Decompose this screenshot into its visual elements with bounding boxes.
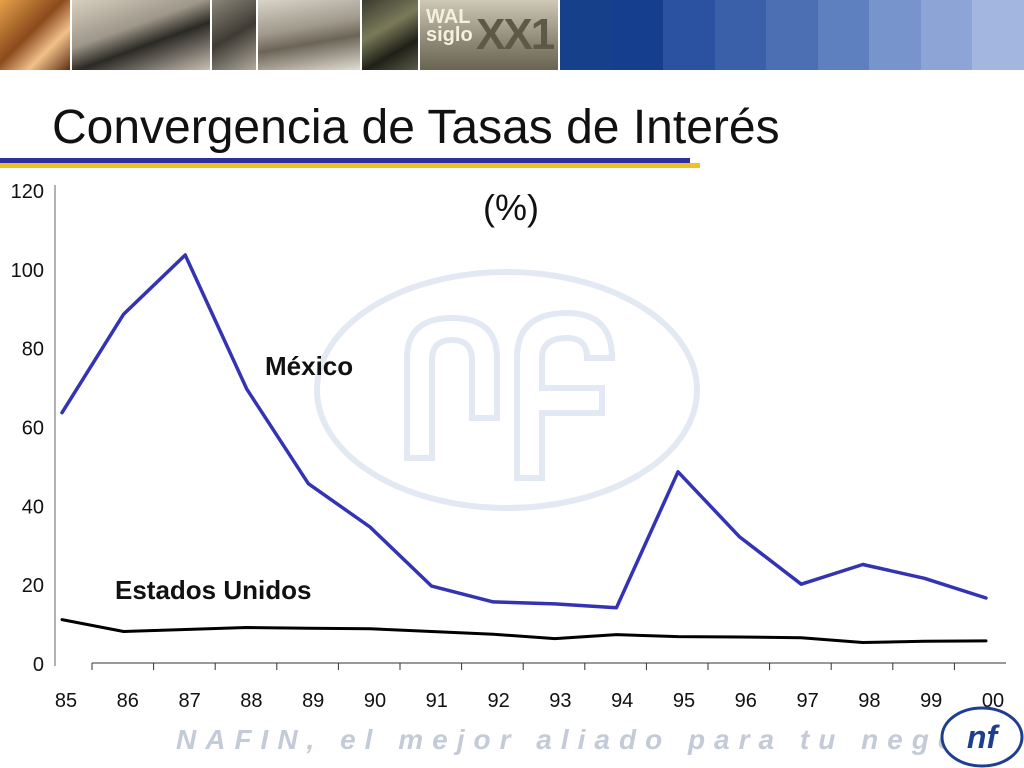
- header-logo-xx1: XX1: [476, 10, 555, 59]
- x-tick-label: 95: [673, 690, 695, 712]
- x-tick-label: 97: [796, 690, 818, 712]
- header-blue-block: [611, 0, 664, 70]
- y-tick-label: 40: [22, 496, 44, 518]
- x-tick-label: 90: [364, 690, 386, 712]
- header-blue-block: [869, 0, 921, 70]
- chart-title: (%): [483, 187, 539, 228]
- x-tick-label: 94: [611, 690, 633, 712]
- header-photo-woman: [0, 0, 72, 70]
- series-line-mexico: [60, 253, 988, 610]
- header-blue-block: [663, 0, 715, 70]
- x-tick-label: 92: [487, 690, 509, 712]
- nafin-watermark-logo: [314, 269, 700, 511]
- x-tick-label: 99: [920, 690, 942, 712]
- chart-series-layer: [60, 253, 988, 644]
- x-tick-label: 88: [240, 690, 262, 712]
- series-label-mexico: México: [265, 351, 353, 381]
- y-tick-label: 20: [22, 575, 44, 597]
- nafin-footer-logo: nf: [940, 706, 1024, 768]
- header-photo-wall-logo: WAL siglo XX1: [420, 0, 560, 70]
- header-logo-text: WAL siglo: [426, 6, 473, 46]
- x-tick-label: 86: [117, 690, 139, 712]
- header-blue-block: [560, 0, 612, 70]
- title-underline-gold: [0, 163, 700, 168]
- x-tick-label: 00: [982, 690, 1004, 712]
- header-photo-strip: WAL siglo XX1: [0, 0, 560, 70]
- x-tick-label: 96: [735, 690, 757, 712]
- series-label-estados-unidos: Estados Unidos: [115, 575, 311, 605]
- header-blue-block: [817, 0, 870, 70]
- series-line-estados-unidos: [60, 618, 988, 644]
- chart-axes: 0 20 40 60 80 100 120 85 86 87 88 89 90 91 92 93 94 95 96 9…: [11, 181, 1006, 712]
- y-tick-label: 80: [22, 339, 44, 361]
- header-blue-block: [766, 0, 818, 70]
- footer-slogan: NAFIN, el mejor aliado para tu negocio: [176, 724, 1024, 755]
- slide-title: Convergencia de Tasas de Interés: [52, 101, 780, 154]
- y-tick-label: 100: [11, 260, 44, 282]
- x-tick-label: 87: [178, 690, 200, 712]
- header-photo-telescope: [72, 0, 212, 70]
- footer-logo-text: nf: [967, 719, 1001, 755]
- y-tick-label: 0: [33, 654, 44, 676]
- x-tick-label: 93: [549, 690, 571, 712]
- header-blue-block: [714, 0, 767, 70]
- x-tick-label: 85: [55, 690, 77, 712]
- header-blue-block: [920, 0, 973, 70]
- header-photo-laptop: [258, 0, 362, 70]
- header-photo-camera: [362, 0, 420, 70]
- y-tick-label: 120: [11, 181, 44, 203]
- y-tick-label: 60: [22, 418, 44, 440]
- x-tick-label: 89: [302, 690, 324, 712]
- title-underline-blue: [0, 158, 690, 163]
- header-blue-block: [972, 0, 1024, 70]
- interest-rate-chart: 0 20 40 60 80 100 120 85 86 87 88 89 90 91 92 93 94 95 96 9…: [11, 181, 1006, 712]
- header-blue-blocks: [560, 0, 1024, 70]
- header-photo-phone: [212, 0, 258, 70]
- x-tick-label: 98: [858, 690, 880, 712]
- x-tick-label: 91: [426, 690, 448, 712]
